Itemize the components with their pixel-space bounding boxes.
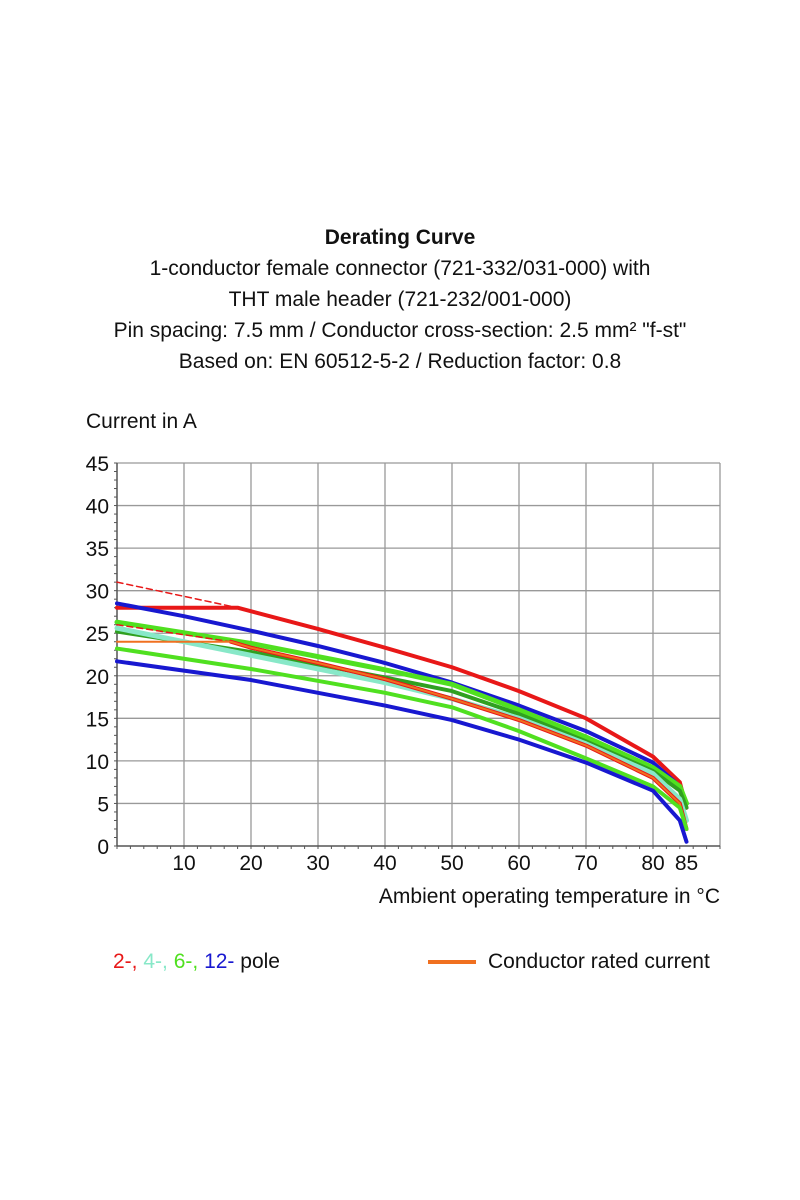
x-axis-label: Ambient operating temperature in °C bbox=[378, 885, 720, 908]
y-axis-label: Current in A bbox=[86, 410, 197, 433]
legend-rated-current: Conductor rated current bbox=[428, 950, 710, 974]
subtitle-line-1: 1-conductor female connector (721-332/03… bbox=[149, 257, 651, 280]
y-tick-label: 40 bbox=[86, 496, 109, 519]
y-tick-label: 0 bbox=[97, 836, 109, 859]
y-tick-label: 45 bbox=[86, 453, 109, 476]
y-tick-label: 15 bbox=[86, 708, 109, 731]
legend-rated-swatch bbox=[428, 960, 476, 964]
series-line-2-pole-lower-extrapolated bbox=[116, 623, 232, 643]
subtitle-line-2: THT male header (721-232/001-000) bbox=[228, 288, 572, 311]
series-line-4-pole bbox=[114, 625, 689, 823]
y-tick-label: 30 bbox=[86, 581, 109, 604]
x-tick-label: 60 bbox=[507, 852, 530, 875]
legend-poles: 2-, 4-, 6-, 12- pole bbox=[113, 950, 280, 974]
y-tick-label: 25 bbox=[86, 623, 109, 646]
series-line-6-pole-mid bbox=[115, 629, 689, 810]
x-tick-label: 20 bbox=[239, 852, 262, 875]
legend-2-pole: 2-, bbox=[113, 950, 138, 973]
x-tick-label: 30 bbox=[306, 852, 329, 875]
legend-6-pole: 6-, bbox=[173, 950, 199, 973]
series-line-6-pole-lower bbox=[115, 646, 689, 831]
chart-title-block: Derating Curve 1-conductor female connec… bbox=[0, 222, 800, 377]
series-line-2-pole-upper-extrapolated bbox=[116, 581, 239, 609]
y-tick-label: 10 bbox=[86, 751, 109, 774]
series-line-6-pole-upper bbox=[114, 619, 689, 806]
legend-pole-suffix: pole bbox=[240, 950, 280, 973]
x-tick-label: 70 bbox=[574, 852, 597, 875]
x-tick-label: 40 bbox=[373, 852, 396, 875]
series-line-12-pole-lower bbox=[115, 659, 689, 844]
series-line-2-pole-upper bbox=[115, 605, 689, 810]
legend-12-pole: 12- bbox=[204, 950, 235, 973]
x-tick-label: 85 bbox=[675, 852, 698, 875]
chart-title: Derating Curve bbox=[324, 226, 476, 249]
x-tick-label: 80 bbox=[641, 852, 664, 875]
y-tick-label: 35 bbox=[86, 538, 109, 561]
series-line-conductor-rated-current bbox=[116, 640, 688, 830]
x-tick-label: 10 bbox=[172, 852, 195, 875]
y-tick-label: 20 bbox=[86, 666, 109, 689]
x-tick-label: 50 bbox=[440, 852, 463, 875]
legend-4-pole: 4-, bbox=[143, 950, 168, 973]
y-tick-label: 5 bbox=[97, 793, 109, 816]
subtitle-line-4: Based on: EN 60512-5-2 / Reduction facto… bbox=[178, 350, 622, 373]
subtitle-line-3: Pin spacing: 7.5 mm / Conductor cross-se… bbox=[113, 319, 687, 342]
legend-rated-label: Conductor rated current bbox=[488, 950, 710, 973]
